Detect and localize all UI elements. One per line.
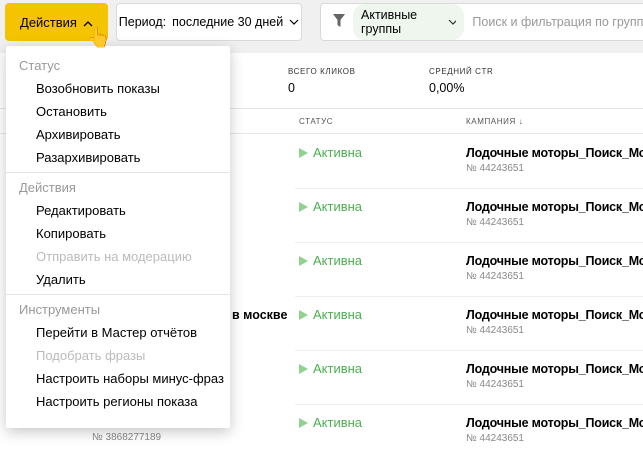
menu-item: Отправить на модерацию — [36, 249, 192, 264]
row-divider — [295, 404, 643, 405]
toolbar: Действия Период: последние 30 дней Актив… — [0, 0, 643, 53]
table-row[interactable]: в москве Активна Лодочные моторы_Поиск_Мск… — [0, 296, 643, 368]
campaign-name[interactable]: Лодочные моторы_Поиск_Мск — [466, 146, 643, 160]
campaign-id: № 44243651 — [466, 217, 524, 228]
stat-label-ctr: СРЕДНИЙ CTR — [429, 67, 494, 76]
menu-item: Подобрать фразы — [36, 348, 146, 363]
campaign-name[interactable]: Лодочные моторы_Поиск_Мск — [466, 308, 643, 322]
table-row[interactable]: Активна Лодочные моторы_Поиск_Мск № 442436… — [0, 188, 643, 260]
status-text: Активна — [313, 307, 363, 322]
menu-item[interactable]: Редактировать — [36, 203, 126, 218]
status-text: Активна — [313, 361, 363, 376]
chip-label: Активные группы — [361, 8, 418, 36]
status-badge: Активна — [299, 415, 362, 430]
divider — [0, 108, 643, 109]
status-badge: Активна — [299, 361, 362, 376]
chevron-down-icon — [289, 15, 299, 29]
campaign-id: № 44243651 — [466, 325, 524, 336]
period-value: последние 30 дней — [172, 15, 284, 29]
menu-item[interactable]: Архивировать — [36, 127, 121, 142]
menu-group-title: Действия — [19, 180, 76, 195]
table-row[interactable]: № 3868277189 Активна Лодочные моторы_Поиск… — [0, 404, 643, 476]
row-divider — [295, 296, 643, 297]
menu-item[interactable]: Настроить наборы минус-фраз — [36, 371, 224, 386]
actions-dropdown-menu: Статус Возобновить показы Остановить Архиви… — [6, 46, 230, 428]
actions-label: Действия — [20, 14, 77, 30]
campaign-id: № 44243651 — [466, 433, 524, 444]
row-divider — [295, 350, 643, 351]
menu-group-title: Статус — [19, 58, 61, 73]
campaign-id: № 44243651 — [466, 379, 524, 390]
stat-value-clicks: 0 — [288, 81, 295, 95]
menu-group-title: Инструменты — [19, 302, 101, 317]
filter-bar[interactable]: Активные группы Поиск и фильтрация по гр… — [320, 3, 643, 41]
play-icon — [299, 147, 308, 158]
menu-item[interactable]: Остановить — [36, 104, 107, 119]
period-label: Период: — [118, 15, 167, 29]
table-row[interactable]: Активна Лодочные моторы_Поиск_Мск № 442436… — [0, 242, 643, 314]
status-badge: Активна — [299, 199, 362, 214]
status-text: Активна — [313, 199, 363, 214]
table-row[interactable]: Активна Лодочные моторы_Поиск_Мск № 442436… — [0, 350, 643, 422]
status-badge: Активна — [299, 253, 362, 268]
table-row[interactable]: Активна Лодочные моторы_Поиск_Мск № 442436… — [0, 145, 643, 206]
filter-icon[interactable] — [333, 14, 345, 30]
status-text: Активна — [313, 145, 363, 160]
campaign-id: № 44243651 — [466, 271, 524, 282]
divider — [0, 133, 643, 134]
menu-item[interactable]: Удалить — [36, 272, 86, 287]
menu-item[interactable]: Разархивировать — [36, 150, 141, 165]
play-icon — [299, 201, 308, 212]
group-id: № 3868277189 — [92, 432, 162, 443]
campaign-header-label: КАМПАНИЯ — [466, 117, 516, 126]
status-badge: Активна — [299, 307, 362, 322]
play-icon — [299, 255, 308, 266]
chevron-down-icon — [448, 19, 457, 25]
campaign-id: № 44243651 — [466, 163, 524, 174]
play-icon — [299, 363, 308, 374]
stat-label-clicks: ВСЕГО КЛИКОВ — [288, 67, 356, 76]
menu-divider — [6, 294, 230, 295]
row-divider — [295, 242, 643, 243]
row-divider — [295, 188, 643, 189]
campaign-name[interactable]: Лодочные моторы_Поиск_Мск — [466, 416, 643, 430]
menu-item[interactable]: Перейти в Мастер отчётов — [36, 325, 198, 340]
status-badge: Активна — [299, 145, 362, 160]
sort-arrow-icon: ↓ — [518, 117, 524, 126]
active-groups-chip[interactable]: Активные группы — [353, 4, 465, 40]
actions-button[interactable]: Действия — [5, 3, 108, 41]
hand-cursor-icon: 👆 — [86, 27, 111, 49]
status-text: Активна — [313, 253, 363, 268]
stat-value-ctr: 0,00% — [429, 81, 465, 95]
period-select[interactable]: Период: последние 30 дней — [116, 3, 302, 41]
column-header-status[interactable]: СТАТУС — [299, 117, 334, 126]
menu-item[interactable]: Возобновить показы — [36, 81, 160, 96]
column-header-campaign[interactable]: КАМПАНИЯ ↓ — [466, 117, 523, 126]
status-text: Активна — [313, 415, 363, 430]
campaign-name[interactable]: Лодочные моторы_Поиск_Мск — [466, 200, 643, 214]
play-icon — [299, 417, 308, 428]
search-input[interactable]: Поиск и фильтрация по группам — [472, 15, 643, 29]
menu-item[interactable]: Копировать — [36, 226, 106, 241]
campaign-name[interactable]: Лодочные моторы_Поиск_Мск — [466, 362, 643, 376]
menu-divider — [6, 172, 230, 173]
menu-item[interactable]: Настроить регионы показа — [36, 394, 198, 409]
chevron-up-icon — [83, 15, 93, 30]
campaign-name[interactable]: Лодочные моторы_Поиск_Мск — [466, 254, 643, 268]
play-icon — [299, 309, 308, 320]
group-name[interactable]: в москве — [232, 308, 288, 322]
